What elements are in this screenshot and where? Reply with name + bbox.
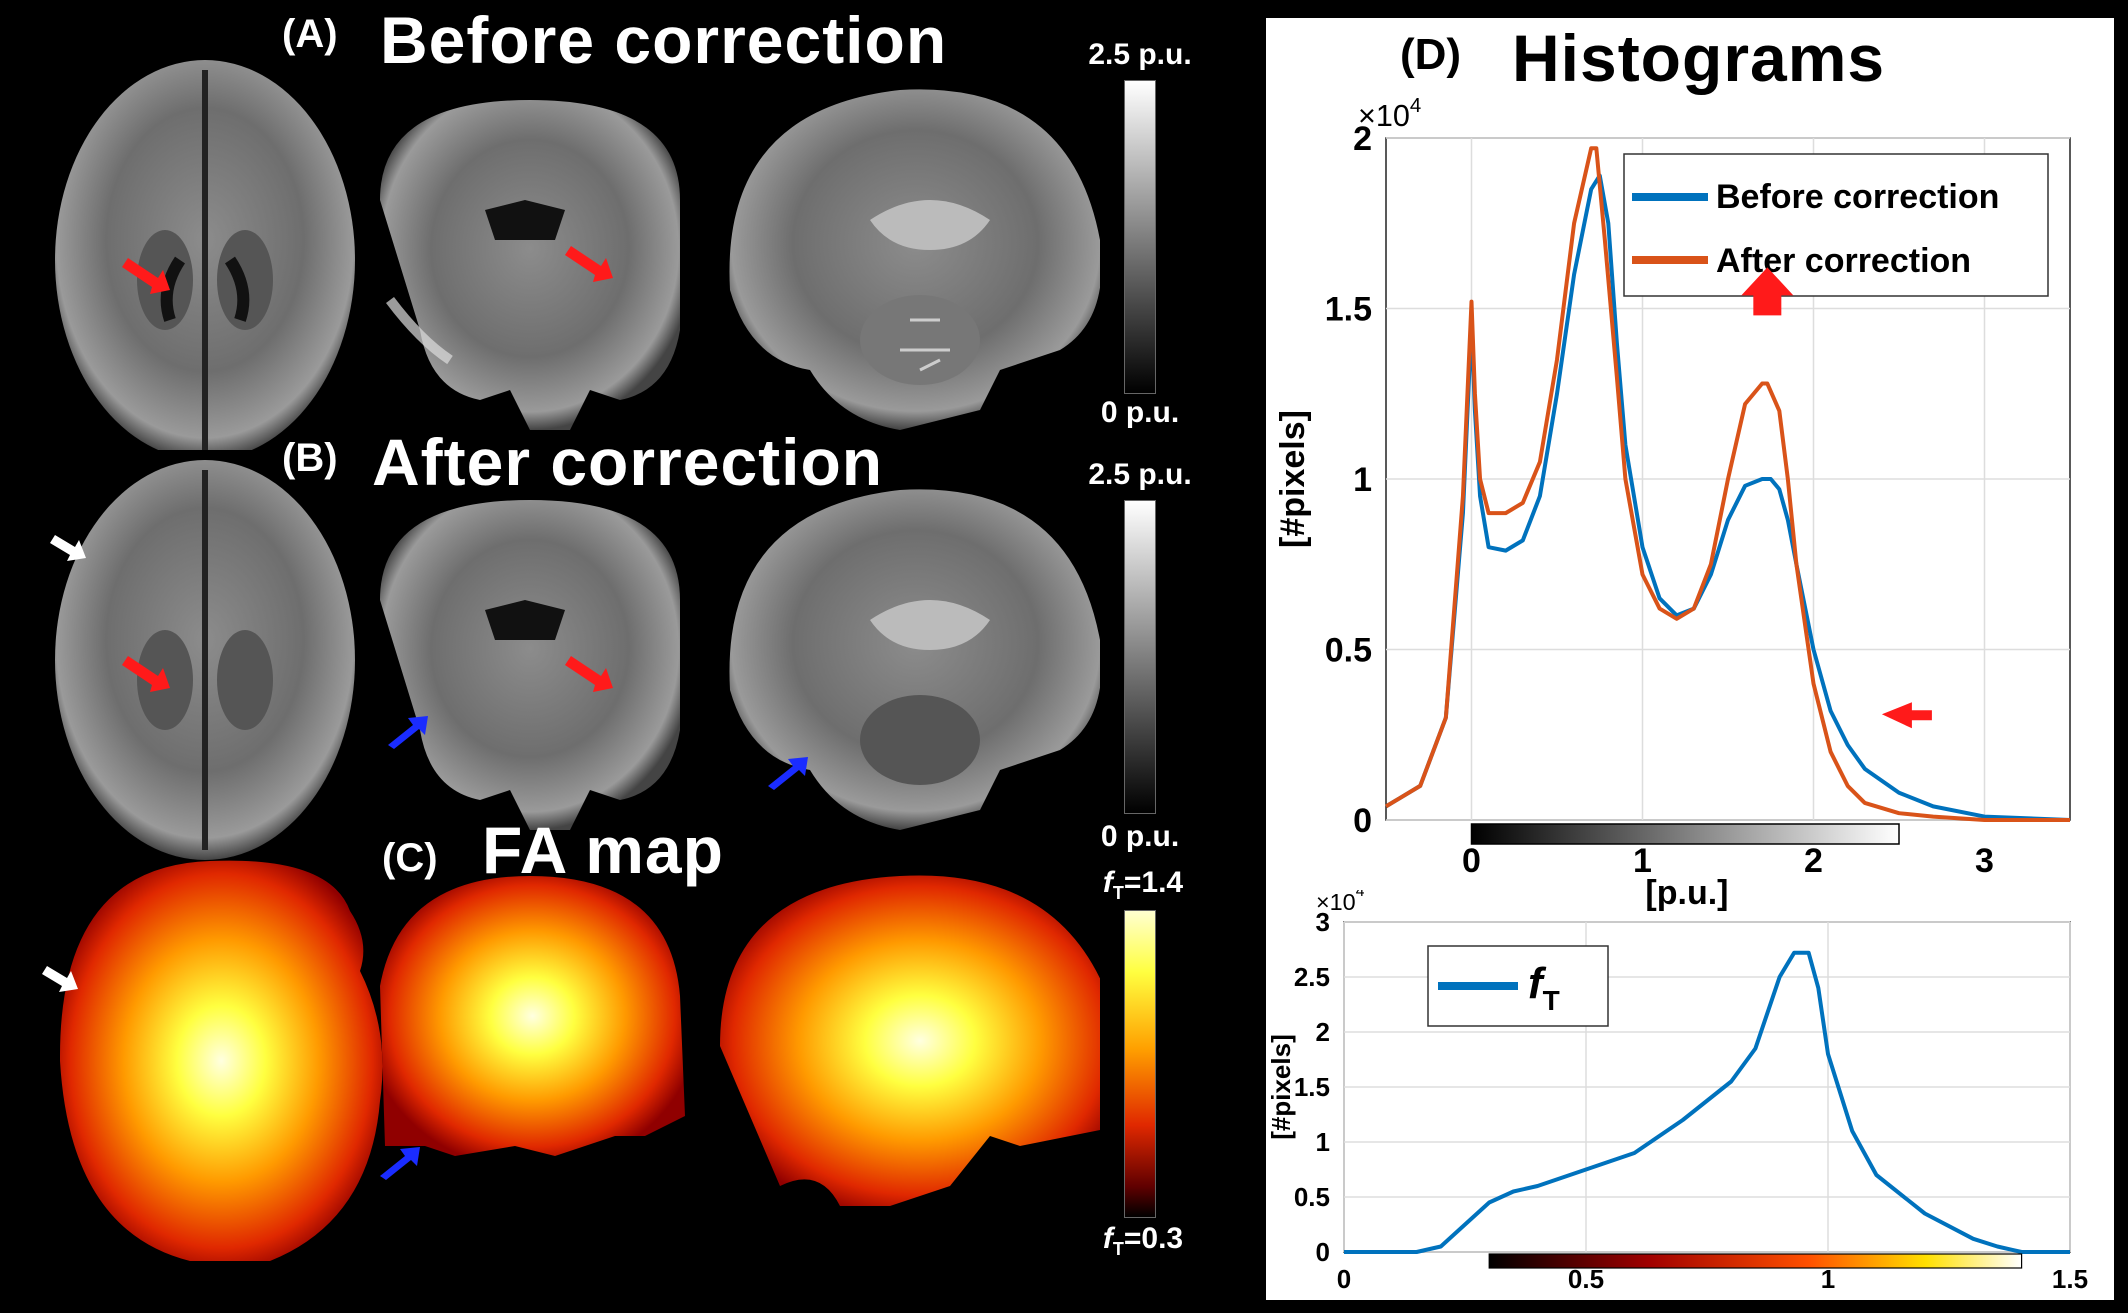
y-axis-label: [#pixels]: [1266, 1034, 1296, 1140]
x-tick-label: 0.5: [1568, 1264, 1604, 1294]
hot-colorbar-strip: [1488, 1253, 2023, 1269]
y-tick-label: 2: [1353, 120, 1372, 158]
coronal-slice: [380, 100, 680, 430]
y-tick-label: 1.5: [1294, 1072, 1330, 1102]
panel-b-title: After correction: [372, 425, 884, 499]
axis-exponent: ×104: [1358, 95, 1421, 133]
y-tick-label: 1.5: [1325, 290, 1372, 328]
x-axis-label: [p.u.]: [1645, 874, 1728, 912]
x-tick-label: 1: [1821, 1264, 1835, 1294]
axial-fa-slice: [60, 860, 383, 1261]
x-tick-label: 1.5: [2052, 1264, 2088, 1294]
red-arrow-icon: [565, 656, 613, 692]
panel-b-brain-slices: [50, 460, 1100, 860]
panel-c-colorbar: [1124, 910, 1156, 1218]
panel-d-letter: (D): [1400, 30, 1462, 79]
x-tick-label: 0: [1462, 842, 1481, 880]
x-tick-label: 2: [1804, 842, 1823, 880]
white-arrow-icon: [50, 535, 86, 561]
panel-b-cbar-max: 2.5 p.u.: [1088, 458, 1192, 491]
red-arrow-icon: [122, 656, 170, 692]
y-axis-label: [#pixels]: [1274, 410, 1312, 548]
panel-c-cbar-min: fT=0.3: [1102, 1222, 1184, 1259]
panel-c-letter: (C): [382, 836, 438, 880]
panel-c-cbar-max: fT=1.4: [1102, 866, 1184, 903]
x-tick-label: 3: [1975, 842, 1994, 880]
axis-exponent: ×104: [1316, 890, 1365, 915]
y-tick-label: 2: [1316, 1017, 1330, 1047]
blue-arrow-icon: [768, 757, 808, 790]
panel-a-colorbar: [1124, 80, 1156, 394]
y-tick-label: 3: [1316, 907, 1330, 937]
panel-a-brain-slices: [55, 60, 1100, 450]
y-tick-label: 0.5: [1294, 1182, 1330, 1212]
white-arrow-icon: [42, 966, 78, 992]
y-tick-label: 1: [1316, 1127, 1330, 1157]
red-arrow-icon: [122, 258, 170, 294]
histogram-chart: 0 1 2 300.511.52×104[#pixels][p.u.]Before c…: [1274, 95, 2071, 912]
y-tick-label: 0: [1316, 1237, 1330, 1267]
sagittal-fa-slice: [720, 875, 1100, 1206]
panel-c-title: FA map: [482, 813, 724, 887]
panel-a-cbar-min: 0 p.u.: [1100, 396, 1180, 429]
legend-label-before: Before correction: [1716, 178, 1999, 216]
y-tick-label: 2.5: [1294, 962, 1330, 992]
panel-a-title: Before correction: [380, 3, 948, 77]
gray-colorbar-strip: [1470, 823, 1900, 845]
coronal-slice: [380, 500, 680, 830]
coronal-fa-slice: [380, 876, 685, 1156]
y-tick-label: 0.5: [1325, 631, 1372, 669]
sagittal-slice: [729, 89, 1100, 430]
legend-label-after: After correction: [1716, 242, 1971, 280]
red-up-arrow-icon: [1741, 267, 1794, 316]
red-arrow-icon: [565, 246, 613, 282]
panel-d-title: Histograms: [1512, 21, 1886, 95]
panel-b-colorbar: [1124, 500, 1156, 814]
y-tick-label: 0: [1353, 802, 1372, 840]
sagittal-slice: [729, 489, 1100, 830]
y-tick-label: 1: [1353, 461, 1372, 499]
red-left-arrow-icon: [1881, 702, 1932, 729]
x-tick-label: 0: [1337, 1264, 1351, 1294]
blue-arrow-icon: [380, 1147, 420, 1180]
series-line-1: [1344, 950, 2070, 1254]
x-tick-label: 1: [1633, 842, 1652, 880]
panel-b-cbar-min: 0 p.u.: [1100, 820, 1180, 853]
panel-a-cbar-max: 2.5 p.u.: [1088, 38, 1192, 71]
panel-b-letter: (B): [282, 436, 338, 480]
panel-a-letter: (A): [282, 12, 338, 56]
panel-c-fa-map: [42, 860, 1100, 1261]
ft-histogram-chart: 0 0.5 1 1.500.511.522.53×104[#pixels]fT: [1266, 890, 2088, 1294]
series-line-1: [1384, 173, 2071, 822]
legend-box: [1623, 153, 2049, 297]
series-line-2: [1384, 146, 2070, 822]
blue-arrow-icon: [388, 716, 428, 749]
